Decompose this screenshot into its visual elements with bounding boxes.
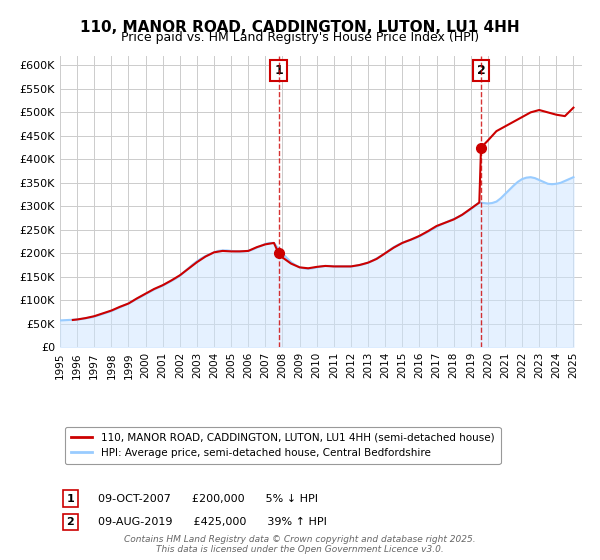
Text: 09-AUG-2019      £425,000      39% ↑ HPI: 09-AUG-2019 £425,000 39% ↑ HPI (91, 517, 327, 527)
Legend: 110, MANOR ROAD, CADDINGTON, LUTON, LU1 4HH (semi-detached house), HPI: Average : 110, MANOR ROAD, CADDINGTON, LUTON, LU1 … (65, 427, 500, 464)
Text: Price paid vs. HM Land Registry's House Price Index (HPI): Price paid vs. HM Land Registry's House … (121, 31, 479, 44)
Text: 1: 1 (274, 64, 283, 77)
Text: 110, MANOR ROAD, CADDINGTON, LUTON, LU1 4HH: 110, MANOR ROAD, CADDINGTON, LUTON, LU1 … (80, 20, 520, 35)
Text: 2: 2 (476, 64, 485, 77)
Text: 1: 1 (67, 493, 74, 503)
Text: 2: 2 (67, 517, 74, 527)
Text: Contains HM Land Registry data © Crown copyright and database right 2025.
This d: Contains HM Land Registry data © Crown c… (124, 535, 476, 554)
Text: 09-OCT-2007      £200,000      5% ↓ HPI: 09-OCT-2007 £200,000 5% ↓ HPI (91, 493, 319, 503)
